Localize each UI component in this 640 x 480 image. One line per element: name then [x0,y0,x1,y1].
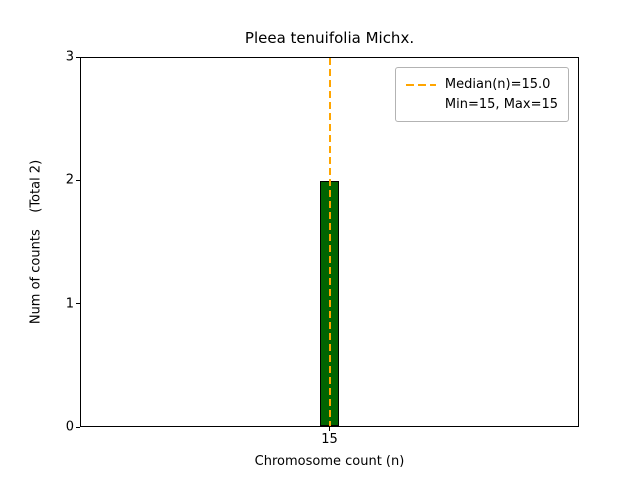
median-line [328,58,331,426]
legend: Median(n)=15.0 Min=15, Max=15 [394,67,569,122]
y-axis-label: Num of counts (Total 2) [28,159,44,325]
y-tick-mark [76,179,80,181]
y-tick-label: 1 [65,296,74,312]
legend-median-label: Median(n)=15.0 [444,77,551,92]
median-dashed-line-icon [405,83,436,86]
y-tick-mark [76,56,80,58]
y-tick-mark [76,303,80,305]
legend-row-median: Median(n)=15.0 [405,75,558,95]
y-tick-label: 2 [65,172,74,188]
legend-swatch-empty [406,103,436,105]
y-tick-label: 0 [65,419,74,435]
chart-title: Pleea tenuifolia Michx. [244,29,415,47]
x-tick-label: 15 [321,432,338,447]
y-tick-label: 3 [65,49,74,65]
y-tick-mark [76,426,80,428]
plot-area: Median(n)=15.0 Min=15, Max=15 [80,57,579,427]
x-tick-mark [329,427,330,431]
legend-minmax-label: Min=15, Max=15 [444,96,558,112]
x-axis-label: Chromosome count (n) [254,454,405,469]
legend-row-minmax: Min=15, Max=15 [406,95,558,115]
